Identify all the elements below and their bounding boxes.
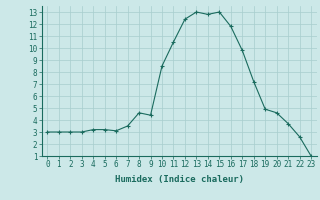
X-axis label: Humidex (Indice chaleur): Humidex (Indice chaleur)	[115, 175, 244, 184]
